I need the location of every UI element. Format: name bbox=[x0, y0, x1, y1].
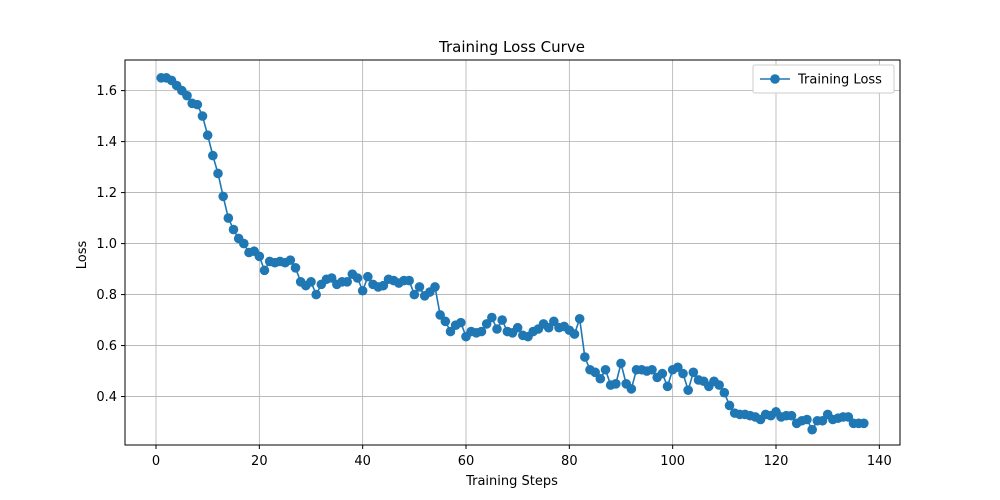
x-axis-label: Training Steps bbox=[465, 474, 558, 489]
data-point bbox=[543, 322, 554, 333]
data-point bbox=[843, 412, 854, 422]
data-point bbox=[802, 414, 812, 425]
y-tick-label: 1.6 bbox=[96, 84, 117, 99]
data-point bbox=[363, 271, 373, 282]
data-point bbox=[688, 367, 699, 378]
data-point bbox=[440, 316, 451, 327]
data-point bbox=[290, 263, 301, 273]
y-axis-label: Loss bbox=[75, 241, 90, 270]
data-point bbox=[223, 213, 234, 223]
data-point bbox=[445, 326, 456, 337]
y-tick-label: 1.2 bbox=[96, 186, 117, 201]
data-point bbox=[259, 265, 270, 276]
x-tick-label: 80 bbox=[561, 454, 578, 469]
data-point bbox=[414, 282, 425, 292]
data-point bbox=[476, 326, 487, 337]
data-point bbox=[859, 418, 869, 429]
data-point bbox=[807, 424, 817, 435]
y-axis-ticks: 0.4 0.6 0.8 1.0 1.2 1.4 1.6 bbox=[96, 84, 125, 405]
data-point bbox=[285, 255, 296, 265]
data-point bbox=[213, 168, 223, 179]
data-point bbox=[352, 273, 363, 283]
data-point bbox=[357, 285, 368, 296]
data-point bbox=[662, 381, 673, 392]
y-tick-label: 0.4 bbox=[96, 390, 117, 405]
data-point bbox=[228, 224, 239, 235]
data-point bbox=[497, 315, 507, 325]
x-tick-label: 20 bbox=[251, 454, 268, 469]
plot-area-frame bbox=[124, 59, 901, 446]
data-point bbox=[724, 400, 735, 411]
data-point bbox=[492, 324, 502, 334]
x-axis-ticks: 0 20 40 60 80 100 120 140 bbox=[152, 445, 892, 469]
x-tick-label: 140 bbox=[867, 454, 892, 469]
data-point bbox=[326, 273, 337, 283]
data-point bbox=[786, 410, 797, 421]
x-tick-label: 120 bbox=[764, 454, 789, 469]
x-tick-label: 0 bbox=[152, 454, 160, 469]
data-point bbox=[580, 352, 590, 362]
data-point bbox=[626, 384, 637, 394]
data-point bbox=[202, 130, 213, 141]
data-point bbox=[435, 310, 445, 320]
data-point bbox=[719, 387, 730, 398]
series-marker-layer bbox=[156, 73, 869, 435]
data-point bbox=[673, 362, 683, 373]
data-point bbox=[678, 368, 688, 379]
legend: Training Loss bbox=[752, 64, 895, 94]
data-point bbox=[487, 312, 497, 323]
data-point bbox=[254, 251, 265, 262]
data-point bbox=[647, 364, 657, 375]
data-point bbox=[569, 329, 580, 339]
data-point bbox=[481, 319, 492, 329]
legend-label: Training Loss bbox=[797, 73, 882, 88]
data-point bbox=[182, 90, 192, 101]
data-point bbox=[342, 277, 352, 287]
grid-lines bbox=[125, 60, 900, 445]
data-point bbox=[218, 191, 228, 202]
data-point bbox=[817, 415, 828, 426]
data-point bbox=[616, 358, 626, 369]
data-point bbox=[595, 373, 606, 384]
legend-marker-sample bbox=[770, 74, 780, 84]
data-point bbox=[306, 277, 316, 287]
data-point bbox=[683, 385, 693, 395]
x-tick-label: 40 bbox=[354, 454, 371, 469]
data-point bbox=[430, 282, 440, 292]
data-point bbox=[600, 364, 611, 375]
data-point bbox=[409, 289, 420, 300]
x-tick-label: 60 bbox=[458, 454, 475, 469]
y-tick-label: 1.0 bbox=[96, 237, 117, 252]
data-point bbox=[574, 313, 585, 324]
legend-box bbox=[752, 64, 895, 94]
chart-title: Training Loss Curve bbox=[438, 38, 585, 56]
data-point bbox=[192, 99, 203, 110]
data-point bbox=[512, 322, 523, 333]
data-point bbox=[239, 238, 249, 249]
data-point bbox=[456, 317, 466, 328]
data-point bbox=[714, 380, 724, 390]
data-point bbox=[378, 280, 389, 291]
data-point bbox=[657, 368, 668, 379]
data-point bbox=[208, 150, 218, 161]
data-point bbox=[404, 275, 414, 286]
data-point bbox=[311, 289, 321, 300]
y-tick-label: 0.8 bbox=[96, 288, 117, 303]
data-point bbox=[590, 367, 600, 378]
data-point bbox=[611, 379, 621, 389]
data-point bbox=[197, 111, 208, 121]
y-tick-label: 1.4 bbox=[96, 135, 117, 150]
x-tick-label: 100 bbox=[660, 454, 685, 469]
data-point bbox=[549, 316, 559, 327]
y-tick-label: 0.6 bbox=[96, 339, 117, 354]
